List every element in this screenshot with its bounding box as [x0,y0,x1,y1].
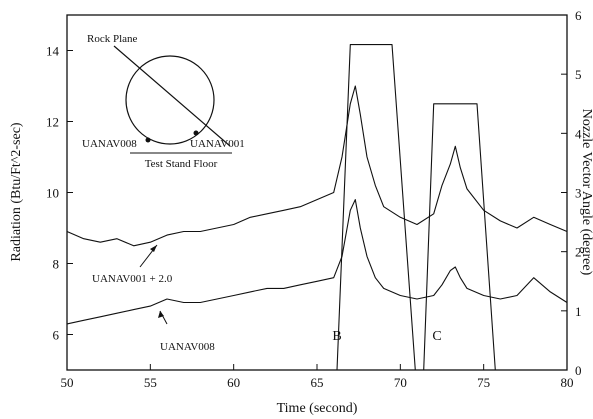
annotation-arrowhead-uanav008 [158,311,164,318]
y-tick-label: 10 [46,186,59,201]
inset-label-uanav001: UANAV001 [190,138,245,150]
series-line-uanav008 [66,199,568,325]
inset-circle [125,55,215,145]
y-tick-label: 6 [53,328,60,343]
x-tick-label: 55 [144,375,157,390]
region-label-c: C [432,329,441,344]
x-tick-label: 65 [311,375,324,390]
x-tick-label: 70 [394,375,407,390]
inset-diagram: Rock Plane UANAV008 UANAV001 Test Stand … [82,33,245,170]
inset-label-rock-plane: Rock Plane [87,33,138,45]
region-label-b: B [332,329,341,344]
annotation-uanav008: UANAV008 [160,341,215,353]
x-axis-title: Time (second) [277,401,358,416]
y2-tick-label: 1 [575,304,582,319]
y2-tick-label: 5 [575,67,582,82]
rock-plane-line [113,45,231,147]
y2-tick-label: 6 [575,8,582,23]
x-tick-label: 75 [477,375,490,390]
annotation-arrowhead-uanav001 [150,245,157,252]
y2-tick-label: 4 [575,126,582,141]
x-tick-label: 60 [227,375,240,390]
series-line-uanav001-2-0 [66,85,568,247]
y2-tick-label: 0 [575,363,582,378]
y-tick-label: 12 [46,115,59,130]
series-line-nozzle-vector-angle [67,44,567,371]
inset-label-test-stand-floor: Test Stand Floor [145,158,218,170]
x-tick-label: 50 [61,375,74,390]
inset-label-uanav008: UANAV008 [82,138,137,150]
sensor-marker-uanav001 [193,130,199,136]
y2-tick-label: 2 [575,245,582,260]
y-tick-label: 14 [46,44,60,59]
annotation-uanav001: UANAV001 + 2.0 [92,273,173,285]
x-tick-label: 80 [561,375,574,390]
y2-axis-ticks: 0 1 2 3 4 5 6 [561,8,582,378]
y-axis-title: Radiation (Btu/Ft^2-sec) [9,122,24,261]
series-layer [66,44,568,371]
y2-tick-label: 3 [575,186,582,201]
sensor-marker-uanav008 [145,137,151,143]
x-axis-ticks: 50 55 60 65 70 75 80 [61,364,574,390]
y-tick-label: 8 [53,257,60,272]
y2-axis-title: Nozzle Vector Angle (degree) [579,109,593,276]
y-axis-ticks: 6 8 10 12 14 [46,44,73,343]
